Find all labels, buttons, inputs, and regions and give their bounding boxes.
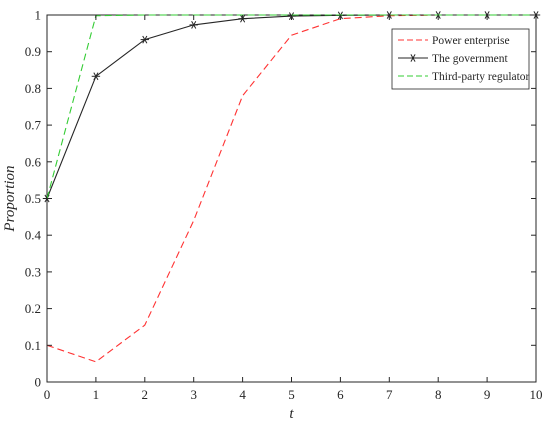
y-tick-label: 0.4 [25, 228, 42, 243]
series-line [47, 14, 536, 199]
x-tick-label: 1 [93, 387, 100, 402]
x-tick-label: 2 [142, 387, 149, 402]
series-point-marker [189, 21, 198, 29]
legend: Power enterprise The government Third-part… [391, 28, 530, 90]
y-tick-label: 0.3 [25, 264, 41, 279]
legend-label: The government [432, 53, 508, 65]
legend-entry: Power enterprise [398, 35, 510, 47]
legend-label: Third-party regulator [432, 71, 530, 83]
x-tick-label: 6 [337, 387, 344, 402]
x-axis-label: t [289, 406, 294, 422]
y-tick-label: 0.6 [25, 154, 42, 169]
legend-box [391, 28, 530, 90]
y-tick-label: 0.1 [25, 338, 41, 353]
x-tick-label: 3 [190, 387, 197, 402]
y-tick-label: 0.2 [25, 301, 41, 316]
y-tick-label: 0.8 [25, 81, 41, 96]
y-tick-label: 0.9 [25, 44, 41, 59]
series-third-party-regulator [47, 14, 536, 199]
series-point-marker [91, 72, 101, 81]
x-tick-label: 0 [44, 387, 51, 402]
y-tick-label: 1 [35, 8, 42, 23]
x-tick-label: 7 [386, 387, 393, 402]
legend-entry: The government [398, 53, 508, 65]
asterisk-stroke [142, 35, 148, 44]
x-tick-label: 8 [435, 387, 442, 402]
asterisk-stroke [191, 21, 197, 29]
x-tick-label: 5 [288, 387, 295, 402]
y-axis-label: Proportion [2, 165, 18, 232]
legend-entry: Third-party regulator [398, 71, 530, 83]
x-tick-label: 4 [239, 387, 246, 402]
asterisk-stroke [410, 54, 416, 62]
y-tick-label: 0 [35, 375, 42, 390]
x-tick-label: 9 [484, 387, 491, 402]
y-tick-label: 0.5 [25, 191, 41, 206]
series-point-marker [140, 35, 149, 44]
x-tick-label: 10 [530, 387, 543, 402]
y-tick-label: 0.7 [25, 118, 42, 133]
series-point-marker [408, 54, 418, 62]
legend-label: Power enterprise [432, 35, 510, 47]
asterisk-stroke [93, 72, 99, 81]
ticks-layer: 0 1 2 3 4 5 6 7 8 9 10 0 0.1 0.2 0.3 0.4 0.5 0.6 0.7 0.8 0.9… [25, 8, 543, 403]
